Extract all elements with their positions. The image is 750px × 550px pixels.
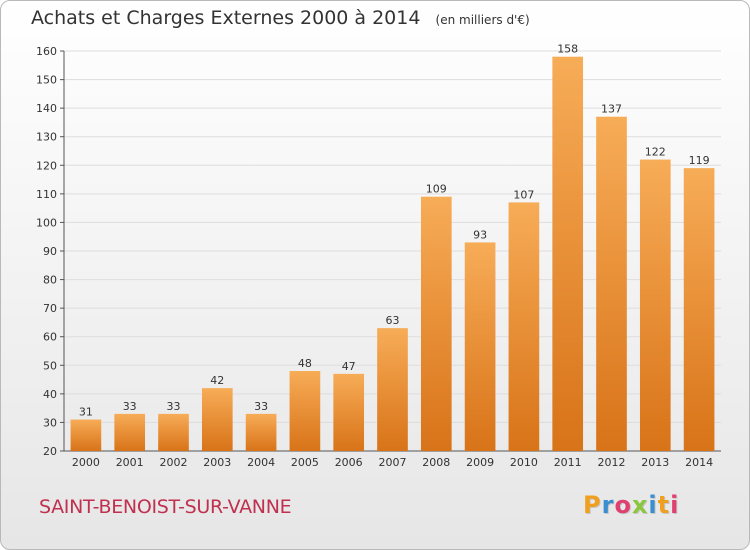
value-label-2011: 158 bbox=[557, 43, 578, 56]
bars bbox=[70, 56, 715, 452]
logo-letter: t bbox=[657, 491, 671, 519]
x-tick-label-2013: 2013 bbox=[641, 456, 669, 469]
bar-2002 bbox=[158, 413, 189, 451]
y-tick-label: 90 bbox=[43, 245, 57, 258]
bar-2008 bbox=[420, 196, 452, 451]
bar-2011 bbox=[552, 56, 584, 451]
bar-2003 bbox=[201, 388, 233, 451]
x-tick-label-2006: 2006 bbox=[335, 456, 363, 469]
value-label-2010: 107 bbox=[513, 188, 534, 201]
y-tick-label: 110 bbox=[36, 188, 57, 201]
value-label-2004: 33 bbox=[254, 400, 268, 413]
labels: 20 30 40 50 60 70 80 90 100 110 120 130 140 150 160 31 2… bbox=[36, 43, 713, 469]
value-label-2008: 109 bbox=[426, 183, 447, 196]
value-label-2007: 63 bbox=[386, 314, 400, 327]
x-tick-label-2001: 2001 bbox=[116, 456, 144, 469]
value-label-2005: 48 bbox=[298, 357, 312, 370]
value-label-2000: 31 bbox=[79, 406, 93, 419]
logo-letter: P bbox=[583, 491, 602, 519]
bar-2012 bbox=[596, 116, 627, 451]
bar-2005 bbox=[289, 371, 321, 451]
title-row: Achats et Charges Externes 2000 à 2014 (… bbox=[31, 7, 530, 29]
y-tick-label: 100 bbox=[36, 216, 57, 229]
x-tick-label-2003: 2003 bbox=[203, 456, 231, 469]
x-tick-label-2009: 2009 bbox=[466, 456, 494, 469]
y-tick-label: 80 bbox=[43, 274, 57, 287]
y-tick-label: 70 bbox=[43, 302, 57, 315]
x-tick-label-2004: 2004 bbox=[247, 456, 275, 469]
value-label-2012: 137 bbox=[601, 103, 622, 116]
bar-2014 bbox=[683, 168, 715, 451]
y-tick-label: 60 bbox=[43, 331, 57, 344]
proxiti-logo: Proxiti bbox=[583, 491, 679, 519]
bar-2006 bbox=[333, 373, 365, 451]
bar-2007 bbox=[377, 328, 408, 451]
logo-letter: o bbox=[614, 491, 632, 519]
x-tick-label-2014: 2014 bbox=[685, 456, 713, 469]
y-tick-label: 120 bbox=[36, 159, 57, 172]
x-tick-label-2008: 2008 bbox=[422, 456, 450, 469]
y-tick-label: 140 bbox=[36, 102, 57, 115]
logo-letter: i bbox=[648, 491, 658, 519]
y-tick-label: 130 bbox=[36, 131, 57, 144]
y-tick-label: 50 bbox=[43, 359, 57, 372]
x-tick-label-2011: 2011 bbox=[554, 456, 582, 469]
value-label-2001: 33 bbox=[123, 400, 137, 413]
commune-name: SAINT-BENOIST-SUR-VANNE bbox=[39, 496, 292, 518]
x-tick-label-2007: 2007 bbox=[379, 456, 407, 469]
bar-2001 bbox=[114, 413, 146, 451]
bar-2000 bbox=[70, 419, 102, 451]
y-tick-label: 160 bbox=[36, 45, 57, 58]
logo-letter: i bbox=[670, 491, 680, 519]
bar-2004 bbox=[245, 413, 277, 451]
x-tick-label-2012: 2012 bbox=[598, 456, 626, 469]
value-label-2002: 33 bbox=[167, 400, 181, 413]
value-label-2003: 42 bbox=[210, 374, 224, 387]
value-label-2013: 122 bbox=[645, 146, 666, 159]
y-tick-label: 30 bbox=[43, 416, 57, 429]
bar-2009 bbox=[464, 242, 496, 451]
x-tick-label-2000: 2000 bbox=[72, 456, 100, 469]
x-tick-label-2005: 2005 bbox=[291, 456, 319, 469]
value-label-2006: 47 bbox=[342, 360, 356, 373]
y-tick-label: 40 bbox=[43, 388, 57, 401]
logo-letter: r bbox=[601, 491, 615, 519]
chart-title: Achats et Charges Externes 2000 à 2014 bbox=[31, 7, 421, 29]
y-tick-label: 150 bbox=[36, 74, 57, 87]
bar-2010 bbox=[508, 202, 540, 451]
value-label-2014: 119 bbox=[689, 154, 710, 167]
bar-2013 bbox=[639, 159, 671, 452]
logo-letter: x bbox=[631, 491, 649, 519]
unit-label: (en milliers d'€) bbox=[435, 13, 530, 27]
y-tick-label: 20 bbox=[43, 445, 57, 458]
x-tick-label-2002: 2002 bbox=[160, 456, 188, 469]
x-tick-label-2010: 2010 bbox=[510, 456, 538, 469]
value-label-2009: 93 bbox=[473, 228, 487, 241]
